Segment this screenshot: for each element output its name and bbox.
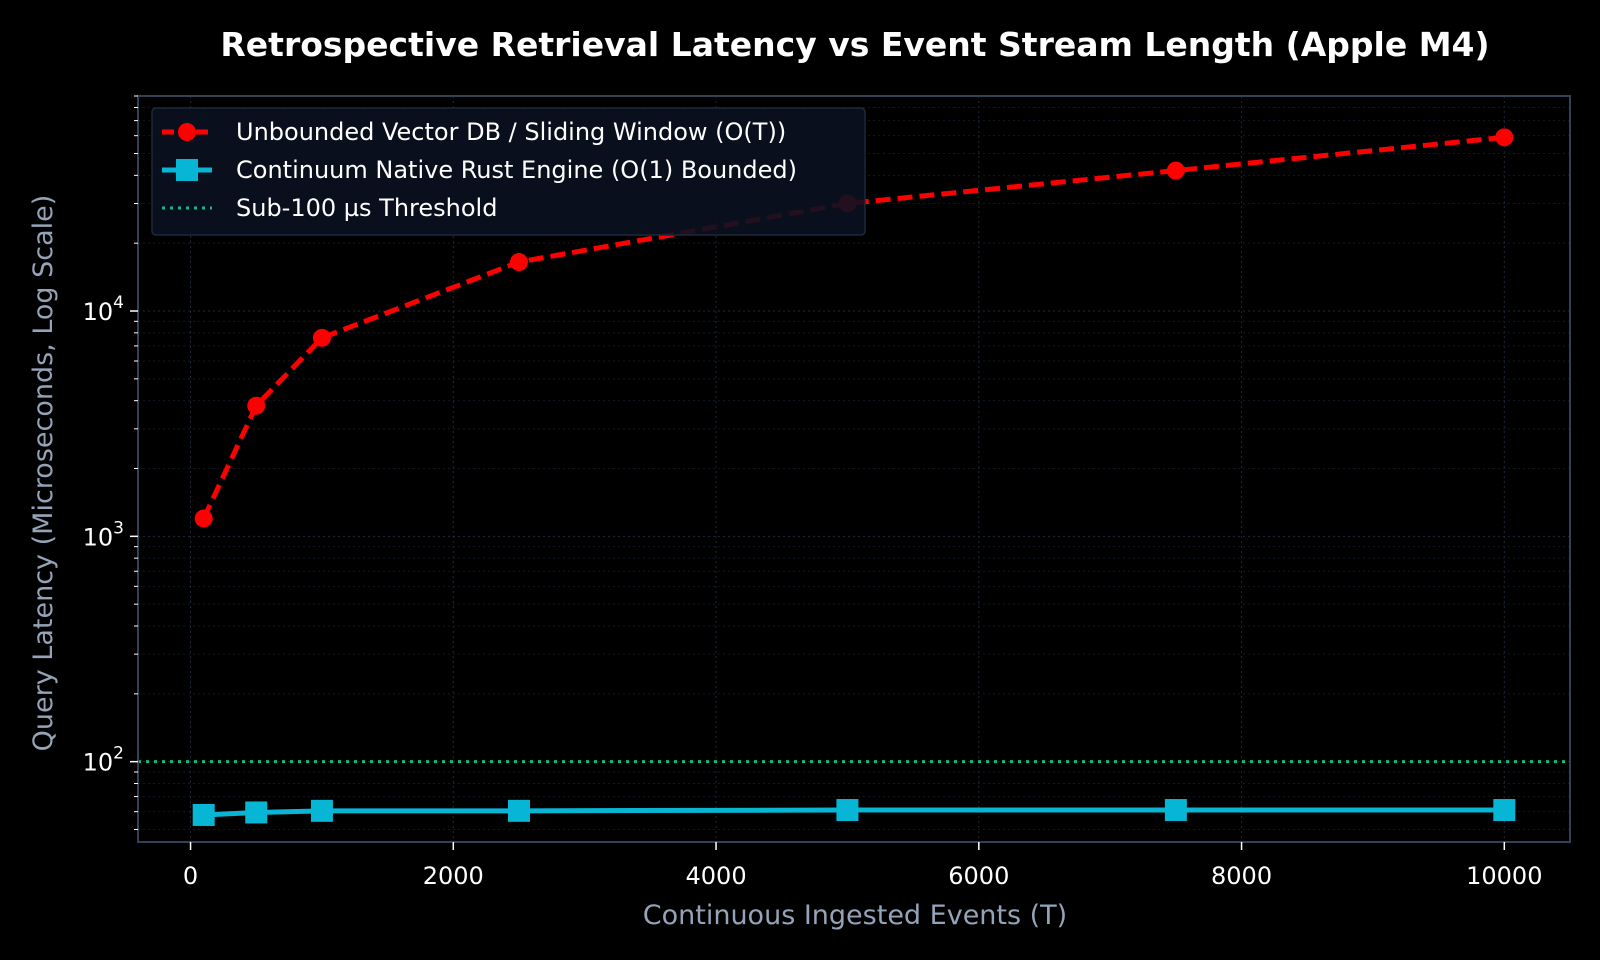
legend-label: Sub-100 µs Threshold (236, 194, 497, 222)
data-point (312, 328, 331, 347)
data-point (1493, 799, 1516, 822)
data-point (192, 803, 215, 826)
legend-swatch-marker (176, 159, 198, 181)
data-point (1164, 799, 1187, 822)
x-axis: 0 2000 4000 6000 8000 10000 (183, 842, 1542, 890)
y-axis: 102 103 104 (83, 95, 138, 830)
x-tick-label: 8000 (1211, 862, 1272, 890)
x-tick-label: 6000 (948, 862, 1009, 890)
x-axis-label: Continuous Ingested Events (T) (643, 900, 1067, 931)
data-point (245, 801, 268, 824)
legend-swatch-marker (178, 123, 196, 141)
y-tick-label: 103 (83, 518, 124, 551)
x-tick-label: 0 (183, 862, 198, 890)
y-axis-label: Query Latency (Microseconds, Log Scale) (28, 195, 59, 752)
y-tick-label: 102 (83, 744, 124, 777)
data-point (194, 509, 213, 528)
data-point (507, 799, 530, 822)
data-point (509, 253, 528, 272)
chart-title: Retrospective Retrieval Latency vs Event… (220, 25, 1489, 64)
legend-label: Unbounded Vector DB / Sliding Window (O(… (236, 118, 786, 146)
x-tick-label: 4000 (686, 862, 747, 890)
data-point (836, 799, 859, 822)
y-tick-label: 104 (83, 293, 124, 326)
legend-box (151, 107, 866, 236)
data-point (247, 396, 266, 415)
x-tick-label: 2000 (423, 862, 484, 890)
data-point (1166, 161, 1185, 180)
x-tick-label: 10000 (1466, 862, 1542, 890)
legend: Unbounded Vector DB / Sliding Window (O(… (151, 107, 866, 236)
legend-label: Continuum Native Rust Engine (O(1) Bound… (236, 156, 797, 184)
data-point (1495, 128, 1514, 147)
data-point (310, 799, 333, 822)
